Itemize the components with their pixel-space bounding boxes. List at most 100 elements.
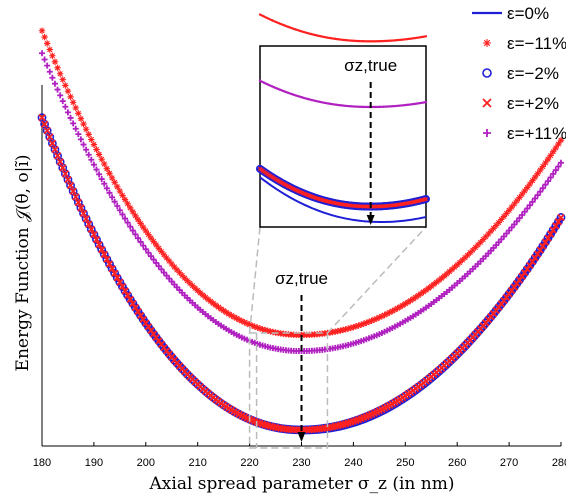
point (105, 260, 114, 268)
point (54, 64, 61, 72)
point (74, 198, 82, 207)
point (482, 233, 489, 240)
point (500, 213, 508, 220)
point (98, 156, 105, 163)
point (56, 158, 64, 166)
point (454, 261, 461, 269)
point (485, 230, 492, 238)
point (72, 193, 80, 201)
point (508, 203, 515, 211)
point (256, 325, 264, 332)
point (487, 227, 495, 235)
point (542, 181, 549, 188)
legend-item-2: ε=−2% (482, 64, 559, 83)
point (238, 317, 246, 325)
point (75, 131, 82, 138)
x-tick-label: 240 (344, 457, 362, 469)
series-4 (39, 50, 564, 355)
point (105, 259, 114, 269)
point (83, 146, 90, 153)
point (111, 269, 119, 277)
point (95, 151, 103, 158)
inset-point (424, 100, 428, 104)
point (51, 145, 59, 154)
point (181, 274, 188, 282)
point (85, 151, 92, 158)
point (92, 235, 101, 244)
point (450, 351, 460, 361)
point (122, 215, 129, 222)
point (386, 309, 393, 316)
point (107, 264, 117, 274)
point (350, 323, 357, 331)
point (472, 244, 479, 251)
point (178, 272, 186, 279)
point (98, 245, 106, 254)
point (38, 114, 46, 122)
point (80, 120, 87, 128)
y-axis-label: Energy Function 𝒥(θ, o|ĩ) (13, 155, 33, 372)
point (396, 303, 404, 311)
point (197, 289, 204, 297)
inset-series-4 (258, 79, 428, 109)
point (129, 208, 137, 216)
point (90, 230, 98, 239)
point (534, 170, 541, 177)
point (114, 202, 121, 209)
point (57, 92, 64, 99)
point (550, 170, 557, 177)
point (207, 298, 214, 305)
point (243, 320, 251, 327)
x-axis-label: Axial spread parameter σ_z (in nm) (149, 474, 455, 494)
point (407, 297, 414, 304)
point (539, 163, 547, 170)
inset-point (424, 35, 428, 38)
point (534, 192, 541, 199)
point (456, 259, 463, 266)
point (155, 245, 162, 252)
point (241, 319, 248, 326)
point (90, 141, 98, 148)
point (474, 241, 482, 249)
point (373, 315, 380, 322)
point (442, 358, 452, 368)
point (531, 173, 539, 181)
legend-label: ε=−2% (507, 64, 559, 83)
point (90, 161, 97, 168)
point (75, 110, 82, 117)
point (479, 236, 487, 243)
point (215, 303, 222, 311)
point (545, 178, 552, 185)
point (483, 39, 491, 47)
point (550, 148, 557, 155)
point (106, 170, 113, 177)
legend-item-3: ε=+2% (482, 94, 559, 113)
point (59, 98, 66, 105)
point (62, 82, 69, 89)
point (115, 277, 125, 287)
point (96, 171, 103, 178)
point (404, 299, 412, 306)
point (46, 133, 54, 141)
point (464, 251, 471, 259)
point (163, 272, 170, 279)
point (537, 188, 544, 195)
point (77, 115, 85, 122)
point (360, 320, 367, 327)
point (552, 144, 560, 152)
point (134, 307, 142, 316)
point (119, 192, 126, 199)
point (342, 326, 349, 333)
point (82, 215, 90, 223)
point (438, 274, 445, 282)
point (516, 194, 523, 201)
point (85, 131, 92, 138)
point (112, 273, 122, 283)
point (511, 200, 518, 208)
point (483, 129, 491, 137)
point (532, 195, 539, 202)
point (54, 86, 61, 93)
point (171, 263, 178, 271)
point (158, 248, 165, 255)
